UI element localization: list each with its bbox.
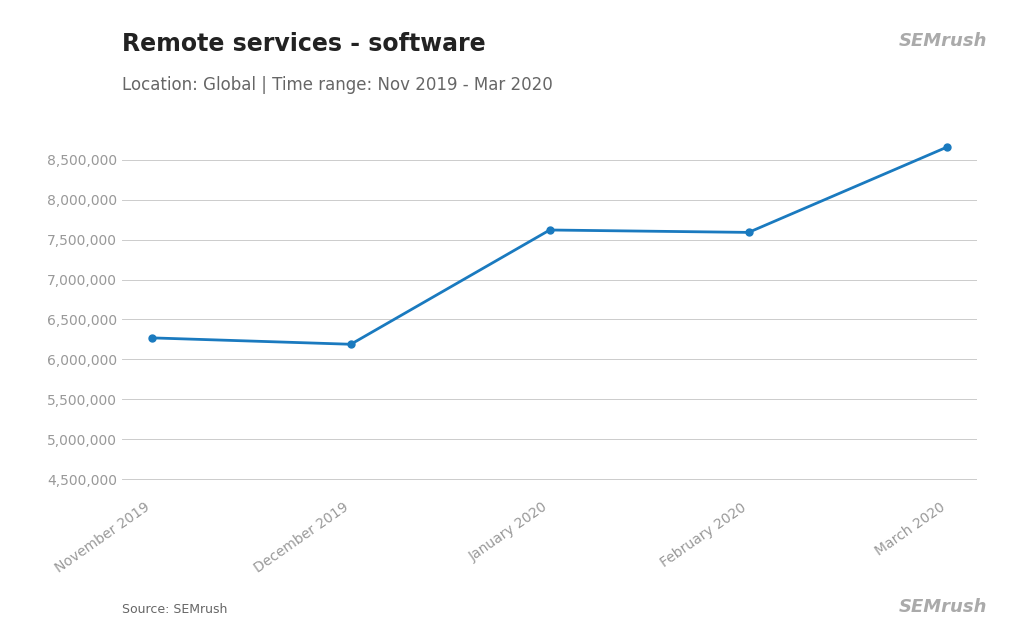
Text: Source: SEMrush: Source: SEMrush [122,603,228,616]
Text: Remote services - software: Remote services - software [122,32,486,56]
Text: SEMrush: SEMrush [899,32,987,50]
Text: Location: Global | Time range: Nov 2019 - Mar 2020: Location: Global | Time range: Nov 2019 … [122,76,553,94]
Text: SEMrush: SEMrush [899,598,987,616]
